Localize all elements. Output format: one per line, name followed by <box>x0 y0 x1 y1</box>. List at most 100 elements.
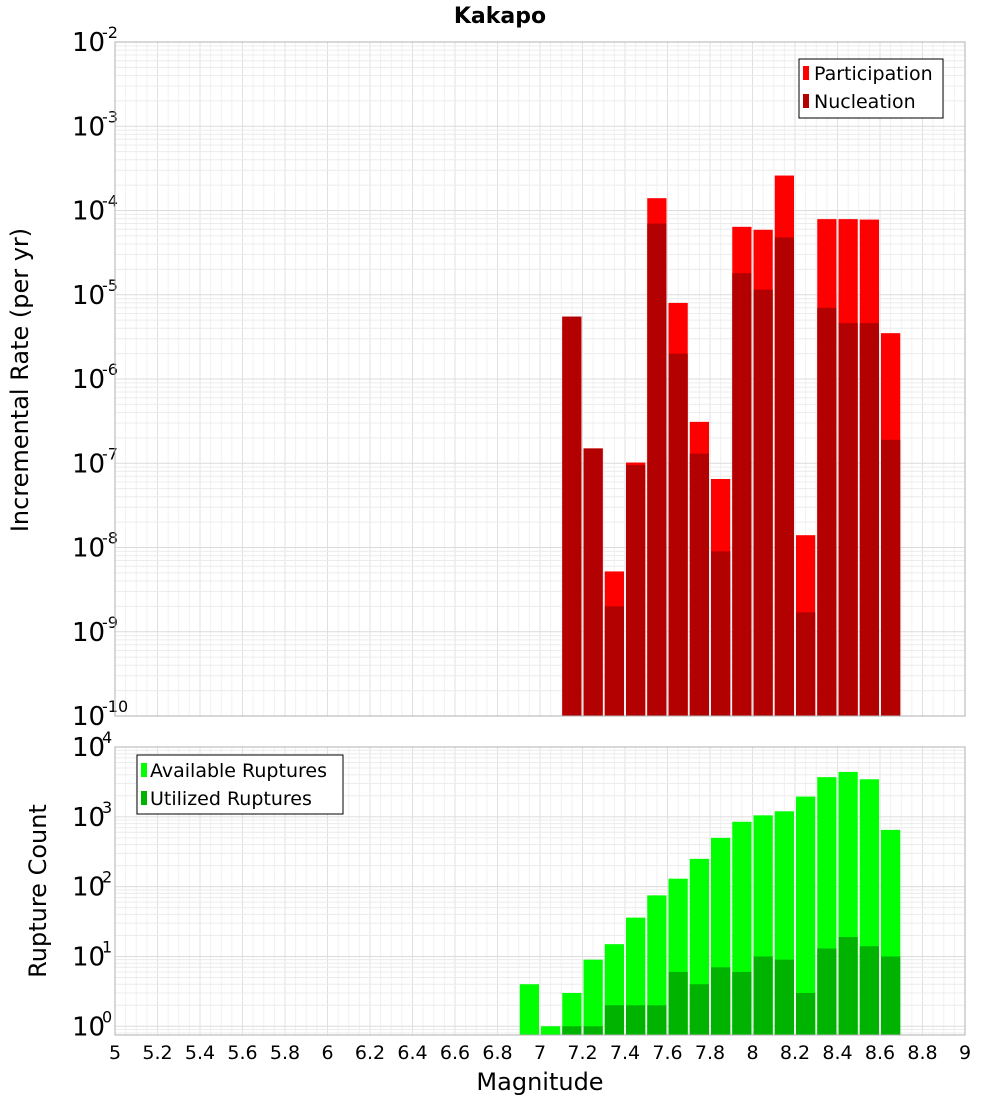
x-axis-label: Magnitude <box>476 1068 603 1096</box>
top-bar-nucleation <box>562 316 582 716</box>
bottom-bar-utilized-ruptures <box>796 992 816 1035</box>
top-bar-nucleation <box>604 606 624 716</box>
legend-swatch-available <box>141 763 147 777</box>
bottom-bar-utilized-ruptures <box>753 956 773 1035</box>
top-y-tick-label: 10 <box>72 112 105 142</box>
top-bar-nucleation <box>711 551 731 716</box>
bottom-y-tick-label: 10 <box>72 1012 105 1042</box>
x-tick-label: 8.6 <box>865 1042 895 1064</box>
top-bar-nucleation <box>732 273 752 716</box>
bottom-y-tick-exponent: 2 <box>102 868 112 887</box>
bottom-bar-utilized-ruptures <box>689 984 709 1035</box>
top-bar-nucleation <box>583 448 603 716</box>
bottom-bar-utilized-ruptures <box>562 1026 582 1035</box>
top-gridlines <box>114 42 966 717</box>
top-y-tick-label: 10 <box>72 534 105 564</box>
x-tick-label: 8.4 <box>822 1042 852 1064</box>
top-y-tick-exponent: -6 <box>102 360 118 379</box>
x-tick-label: 5.8 <box>270 1042 300 1064</box>
top-y-tick-label: 10 <box>72 197 105 227</box>
top-y-tick-exponent: -9 <box>102 613 118 632</box>
top-bar-nucleation <box>859 323 879 716</box>
top-legend: Participation Nucleation <box>798 58 944 119</box>
x-tick-label: 5.4 <box>185 1042 215 1064</box>
top-bar-nucleation <box>817 307 837 716</box>
bottom-y-tick-exponent: 1 <box>102 937 112 956</box>
top-y-tick-label: 10 <box>72 365 105 395</box>
top-y-tick-exponent: -3 <box>102 107 118 126</box>
bottom-bar-utilized-ruptures <box>774 959 794 1035</box>
legend-swatch-nucleation <box>803 94 809 108</box>
top-plot-border <box>114 41 966 717</box>
x-tick-label: 5.2 <box>142 1042 172 1064</box>
bottom-y-tick-exponent: 0 <box>102 1007 112 1026</box>
legend-label-nucleation: Nucleation <box>814 91 916 113</box>
x-tick-label: 8.8 <box>907 1042 937 1064</box>
x-tick-labels: 5 5.2 5.4 5.6 5.8 6 6.2 6.4 6.6 6.8 7 7.2 7.4 7.6 7.8 8… <box>109 1042 971 1064</box>
top-bar-nucleation <box>668 353 688 716</box>
bottom-bar-available-ruptures <box>796 796 816 1035</box>
bottom-y-tick-exponent: 4 <box>102 728 112 747</box>
bottom-y-tick-label: 10 <box>72 803 105 833</box>
bottom-bars <box>519 771 901 1035</box>
bottom-bar-available-ruptures <box>519 984 539 1035</box>
x-tick-label: 6.8 <box>482 1042 512 1064</box>
legend-swatch-participation <box>803 66 809 80</box>
top-bar-nucleation <box>626 465 646 716</box>
top-y-tick-label: 10 <box>72 281 105 311</box>
bottom-plot-border <box>114 746 966 1036</box>
top-bar-nucleation <box>753 289 773 716</box>
top-y-tick-exponent: -5 <box>102 276 118 295</box>
top-bars <box>562 175 901 717</box>
bottom-bar-utilized-ruptures <box>817 948 837 1035</box>
bottom-bar-utilized-ruptures <box>626 1005 646 1035</box>
bottom-bar-utilized-ruptures <box>647 1005 667 1035</box>
legend-label-utilized: Utilized Ruptures <box>150 788 312 810</box>
legend-label-available: Available Ruptures <box>150 760 327 782</box>
bottom-bar-utilized-ruptures <box>859 946 879 1035</box>
top-y-tick-label: 10 <box>72 28 105 58</box>
x-tick-label: 7.2 <box>567 1042 597 1064</box>
bottom-bar-available-ruptures <box>647 895 667 1035</box>
x-tick-label: 6.4 <box>397 1042 427 1064</box>
bottom-y-tick-label: 10 <box>72 942 105 972</box>
bottom-y-axis-label: Rupture Count <box>24 804 52 978</box>
top-bar-nucleation <box>689 453 709 716</box>
bottom-y-tick-label: 10 <box>72 733 105 763</box>
x-tick-label: 6 <box>321 1042 333 1064</box>
bottom-bar-available-ruptures <box>562 992 582 1035</box>
bottom-legend: Available Ruptures Utilized Ruptures <box>136 754 344 815</box>
top-y-tick-label: 10 <box>72 618 105 648</box>
bottom-bar-available-ruptures <box>541 1026 561 1035</box>
x-tick-label: 9 <box>959 1042 971 1064</box>
top-y-tick-exponent: -8 <box>102 529 118 548</box>
x-tick-label: 8 <box>746 1042 758 1064</box>
chart-title: Kakapo <box>454 4 546 29</box>
top-bar-nucleation <box>647 223 667 717</box>
top-y-tick-exponent: -4 <box>102 192 118 211</box>
bottom-bar-utilized-ruptures <box>732 971 752 1035</box>
x-tick-label: 7 <box>534 1042 546 1064</box>
top-bar-nucleation <box>774 237 794 717</box>
bottom-y-tick-label: 10 <box>72 873 105 903</box>
bottom-y-tick-exponent: 3 <box>102 798 112 817</box>
bottom-bar-utilized-ruptures <box>838 936 858 1035</box>
top-bar-nucleation <box>796 612 816 716</box>
x-tick-label: 6.2 <box>355 1042 385 1064</box>
top-y-axis-label: Incremental Rate (per yr) <box>6 228 34 532</box>
x-tick-label: 5.6 <box>227 1042 257 1064</box>
legend-label-participation: Participation <box>814 63 933 85</box>
x-tick-label: 7.8 <box>695 1042 725 1064</box>
x-tick-label: 7.6 <box>652 1042 682 1064</box>
top-bar-nucleation <box>838 323 858 716</box>
top-y-tick-exponent: -2 <box>102 23 118 42</box>
top-bar-nucleation <box>881 439 901 716</box>
legend-swatch-utilized <box>141 791 147 805</box>
top-y-tick-exponent: -7 <box>102 444 118 463</box>
bottom-bar-available-ruptures <box>583 959 603 1035</box>
x-tick-label: 6.6 <box>440 1042 470 1064</box>
x-tick-label: 7.4 <box>610 1042 640 1064</box>
